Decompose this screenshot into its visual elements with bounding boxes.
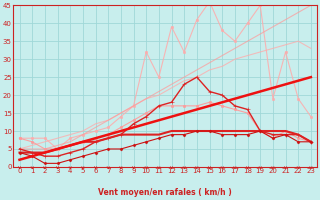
- X-axis label: Vent moyen/en rafales ( km/h ): Vent moyen/en rafales ( km/h ): [98, 188, 232, 197]
